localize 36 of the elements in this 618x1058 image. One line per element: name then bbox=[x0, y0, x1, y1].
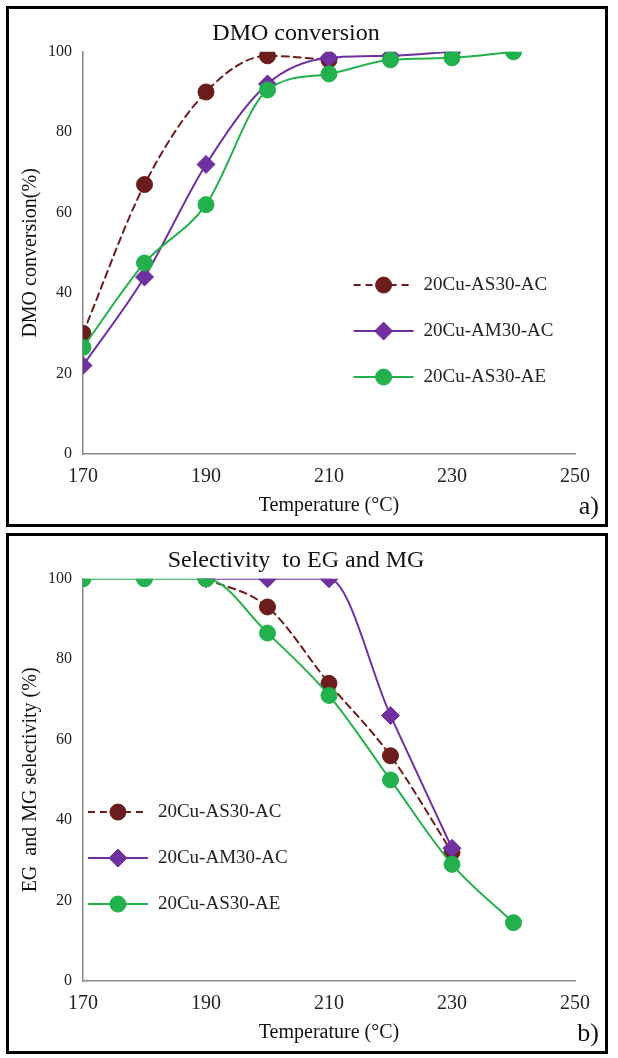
y-tick-label: 80 bbox=[56, 649, 72, 667]
text: a) bbox=[578, 490, 599, 520]
y-axis-title: EG and MG selectivity (%) bbox=[18, 667, 42, 893]
y-tick-label: 40 bbox=[56, 283, 72, 301]
legend-label: 20Cu-AS30-AC bbox=[157, 800, 282, 822]
x-tick-label: 170 bbox=[68, 991, 98, 1014]
legend-label: 20Cu-AM30-AC bbox=[423, 319, 554, 341]
x-tick-label: 210 bbox=[314, 464, 344, 487]
x-tick-label: 210 bbox=[314, 991, 344, 1014]
y-tick-label: 40 bbox=[56, 810, 72, 828]
x-tick-label: 230 bbox=[437, 464, 467, 487]
y-axis-title: DMO conversion(%) bbox=[18, 168, 42, 338]
x-tick-label: 250 bbox=[560, 464, 590, 487]
y-tick-label: 100 bbox=[48, 569, 72, 586]
legend-label: 20Cu-AM30-AC bbox=[157, 846, 288, 868]
chart-title: Selectivity to EG and MG bbox=[167, 545, 425, 572]
x-tick-label: 190 bbox=[191, 991, 221, 1014]
x-tick-label: 170 bbox=[68, 464, 98, 487]
legend-label: 20Cu-AS30-AE bbox=[423, 365, 547, 387]
x-tick-label: 230 bbox=[437, 991, 467, 1014]
y-tick-label: 60 bbox=[56, 202, 72, 220]
x-axis-title: Temperature (°C) bbox=[258, 493, 400, 517]
y-tick-label: 0 bbox=[64, 971, 72, 989]
y-tick-label: 100 bbox=[48, 42, 72, 59]
x-axis-title: Temperature (°C) bbox=[258, 1020, 400, 1044]
y-tick-label: 20 bbox=[56, 890, 72, 908]
y-tick-label: 0 bbox=[64, 444, 72, 462]
text: b) bbox=[577, 1017, 599, 1047]
legend-label: 20Cu-AS30-AC bbox=[423, 273, 548, 295]
legend-label: 20Cu-AS30-AE bbox=[157, 892, 281, 914]
chart-title: DMO conversion bbox=[212, 18, 380, 45]
y-tick-label: 20 bbox=[56, 363, 72, 381]
y-tick-label: 60 bbox=[56, 729, 72, 747]
x-tick-label: 190 bbox=[191, 464, 221, 487]
x-tick-label: 250 bbox=[560, 991, 590, 1014]
y-tick-label: 80 bbox=[56, 122, 72, 140]
